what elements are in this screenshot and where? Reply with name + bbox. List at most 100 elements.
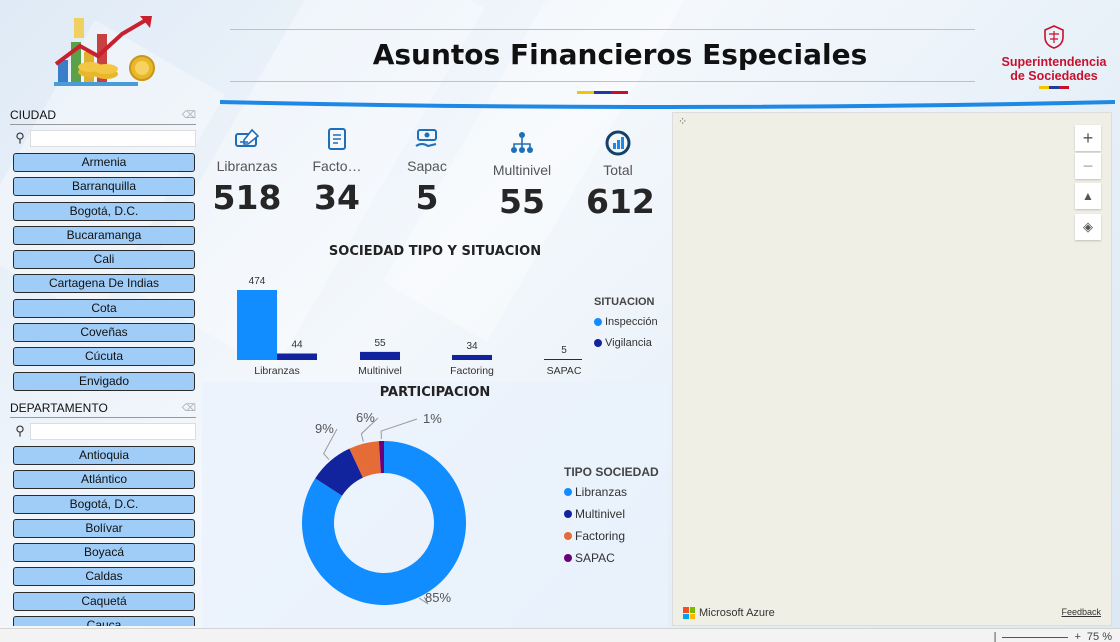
legend-item-vigilancia[interactable]: Vigilancia bbox=[594, 337, 658, 349]
kpi-value: 34 bbox=[314, 178, 360, 217]
departamento-slicer: DEPARTAMENTO ⌫ ⚲ Antioquia Atlántico Bogot… bbox=[10, 401, 196, 626]
bar-vigilancia[interactable] bbox=[277, 353, 317, 360]
bar-chart-title: SOCIEDAD TIPO Y SITUACION bbox=[328, 244, 542, 259]
legend-title: TIPO SOCIEDAD bbox=[564, 465, 659, 479]
kpi-value: 5 bbox=[415, 178, 439, 217]
legend-item-factoring[interactable]: Factoring bbox=[564, 529, 659, 543]
kpi-libranzas: Libranzas 518 bbox=[212, 126, 282, 217]
ciudad-chip[interactable]: Armenia bbox=[13, 153, 195, 172]
departamento-chip[interactable]: Atlántico bbox=[13, 470, 195, 490]
departamento-chip[interactable]: Caquetá bbox=[13, 591, 195, 611]
x-tick-label: Factoring bbox=[450, 365, 494, 377]
kpi-value: 55 bbox=[499, 182, 545, 221]
legend-label: Multinivel bbox=[575, 507, 626, 521]
bar-vigilancia[interactable] bbox=[544, 359, 582, 360]
legend-label: Vigilancia bbox=[605, 337, 652, 349]
ciudad-list: Armenia Barranquilla Bogotá, D.C. Bucaraman… bbox=[10, 153, 196, 391]
bar-data-label: 44 bbox=[291, 340, 303, 351]
kpi-multinivel: Multinivel 55 bbox=[488, 130, 556, 221]
check-icon bbox=[235, 128, 260, 147]
ciudad-chip[interactable]: Bogotá, D.C. bbox=[13, 201, 195, 221]
ciudad-slicer: CIUDAD ⌫ ⚲ Armenia Barranquilla Bogotá, D.… bbox=[10, 108, 196, 396]
title-bottom-rule bbox=[230, 81, 975, 82]
bar-data-label: 34 bbox=[466, 341, 478, 352]
legend-label: SAPAC bbox=[575, 551, 615, 565]
legend-item-multinivel[interactable]: Multinivel bbox=[564, 507, 659, 521]
zoom-control[interactable]: | + 75 % bbox=[994, 631, 1112, 642]
departamento-slicer-title: DEPARTAMENTO bbox=[10, 401, 108, 415]
search-icon: ⚲ bbox=[15, 423, 25, 438]
donut-slice-multinivel[interactable] bbox=[315, 448, 363, 496]
page-title: Asuntos Financieros Especiales bbox=[372, 38, 868, 71]
legend-label: Libranzas bbox=[575, 485, 628, 499]
legend-item-inspeccion[interactable]: Inspección bbox=[594, 316, 658, 328]
ciudad-search-input[interactable] bbox=[30, 129, 196, 147]
kpi-label: Libranzas bbox=[216, 158, 278, 174]
ciudad-chip[interactable]: Cartagena De Indias bbox=[13, 274, 195, 294]
legend-item-sapac[interactable]: SAPAC bbox=[564, 551, 659, 565]
legend-title: SITUACION bbox=[594, 296, 655, 308]
departamento-chip[interactable]: Bogotá, D.C. bbox=[13, 494, 195, 514]
donut-data-label: 9% bbox=[315, 421, 334, 436]
bar-inspección[interactable] bbox=[237, 290, 277, 360]
donut-data-label: 85% bbox=[425, 590, 451, 605]
compass-button[interactable]: ◈ bbox=[1075, 214, 1101, 240]
bar-chart: 474 44 Libranzas 55 Multinivel 34 Factoring 5 SA… bbox=[237, 276, 582, 377]
zoom-in-icon[interactable]: + bbox=[1074, 631, 1081, 642]
finance-logo-icon bbox=[50, 12, 160, 90]
network-icon bbox=[511, 132, 533, 153]
ciudad-chip[interactable]: Envigado bbox=[13, 371, 195, 391]
departamento-list: Antioquia Atlántico Bogotá, D.C. Bolívar Boy… bbox=[10, 446, 196, 626]
legend-label: Factoring bbox=[575, 529, 626, 543]
header-wave bbox=[220, 100, 1115, 109]
zoom-in-button[interactable]: + bbox=[1075, 125, 1101, 151]
donut-slice-sapac[interactable] bbox=[378, 441, 384, 474]
leader-line bbox=[360, 417, 379, 442]
legend-item-libranzas[interactable]: Libranzas bbox=[564, 485, 659, 499]
ciudad-chip[interactable]: Cota bbox=[13, 298, 195, 318]
title-flag-stripe bbox=[577, 91, 628, 94]
tilt-button[interactable]: ▲ bbox=[1075, 183, 1101, 209]
leader-line bbox=[380, 418, 418, 440]
zoom-level: 75 % bbox=[1086, 631, 1112, 642]
ciudad-chip[interactable]: Cali bbox=[13, 250, 195, 270]
bar-vigilancia[interactable] bbox=[452, 354, 492, 360]
kpi-value: 518 bbox=[212, 178, 282, 217]
departamento-chip[interactable]: Antioquia bbox=[13, 446, 195, 465]
donut-slice-libranzas[interactable] bbox=[302, 441, 466, 605]
loading-spinner-icon: ⁘ bbox=[678, 116, 688, 128]
clear-selection-icon[interactable]: ⌫ bbox=[181, 402, 196, 414]
bar-data-label: 55 bbox=[374, 338, 386, 349]
departamento-chip[interactable]: Caldas bbox=[13, 567, 195, 587]
departamento-chip[interactable]: Bolívar bbox=[13, 518, 195, 538]
kpi-label: Facto… bbox=[312, 158, 362, 174]
ciudad-chip[interactable]: Barranquilla bbox=[13, 177, 195, 197]
zoom-slider[interactable] bbox=[1002, 636, 1069, 638]
donut-chart-title: PARTICIPACION bbox=[379, 385, 491, 400]
ciudad-chip[interactable]: Coveñas bbox=[13, 323, 195, 343]
kpi-label: Total bbox=[603, 162, 633, 178]
situacion-legend: SITUACION Inspección Vigilancia bbox=[594, 296, 658, 358]
brand-flag-stripe bbox=[1039, 86, 1069, 89]
departamento-chip[interactable]: Boyacá bbox=[13, 543, 195, 563]
bar-vigilancia[interactable] bbox=[360, 351, 400, 360]
ciudad-chip[interactable]: Bucaramanga bbox=[13, 225, 195, 245]
money-hand-icon bbox=[415, 129, 437, 148]
zoom-out-button[interactable]: − bbox=[1075, 153, 1101, 179]
coat-of-arms-icon bbox=[1044, 25, 1064, 49]
departamento-chip[interactable]: Cauca bbox=[13, 616, 195, 626]
departamento-search-input[interactable] bbox=[30, 422, 196, 440]
donut-slice-factoring[interactable] bbox=[349, 441, 381, 478]
search-icon: ⚲ bbox=[15, 130, 25, 145]
leader-line bbox=[418, 596, 429, 605]
clear-selection-icon[interactable]: ⌫ bbox=[181, 109, 196, 121]
map-visual[interactable]: ⁘ + − ▲ ◈ Microsoft Azure Feedback bbox=[672, 112, 1112, 626]
feedback-link[interactable]: Feedback bbox=[1061, 607, 1101, 617]
ciudad-chip[interactable]: Cúcuta bbox=[13, 347, 195, 367]
azure-label: Microsoft Azure bbox=[699, 607, 775, 619]
legend-label: Inspección bbox=[605, 316, 658, 328]
brand-line-1: Superintendencia bbox=[1001, 55, 1107, 69]
kpi-label: Multinivel bbox=[492, 162, 552, 178]
kpi-sapac: Sapac 5 bbox=[396, 126, 458, 217]
zoom-out-icon[interactable]: | bbox=[993, 631, 997, 642]
